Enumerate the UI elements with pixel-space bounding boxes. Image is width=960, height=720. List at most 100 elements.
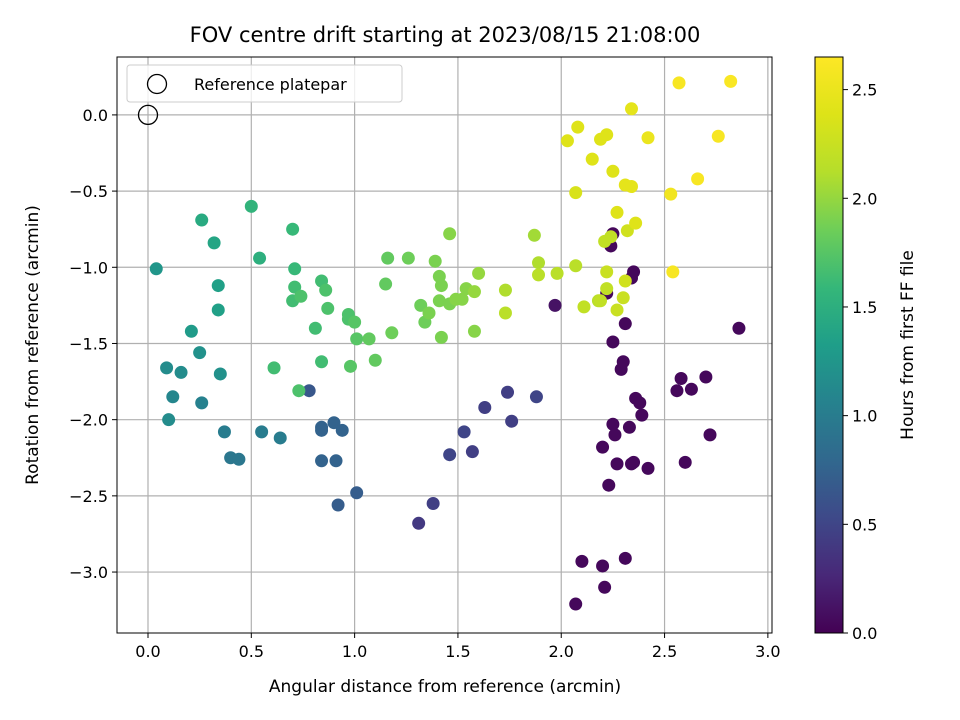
data-point: [699, 370, 713, 384]
y-tick-label: 0.0: [83, 106, 108, 125]
data-point: [327, 416, 341, 430]
x-tick-label: 2.0: [549, 642, 574, 661]
data-point: [381, 251, 395, 265]
colorbar-ticks: 0.0 0.5 1.0 1.5 2.0 2.5: [843, 81, 877, 643]
data-point: [368, 353, 382, 367]
data-point: [455, 292, 469, 306]
x-tick-label: 3.0: [755, 642, 780, 661]
data-point: [379, 277, 393, 291]
data-point: [412, 516, 426, 530]
colorbar: 0.0 0.5 1.0 1.5 2.0 2.5 Hours from first FF f…: [814, 56, 918, 643]
data-point: [527, 228, 541, 242]
data-point: [267, 361, 281, 375]
data-point: [616, 291, 630, 305]
data-point: [505, 414, 519, 428]
data-point: [594, 294, 608, 308]
plot-frame: [116, 56, 773, 634]
data-point: [315, 454, 329, 468]
data-point: [604, 230, 618, 244]
data-point: [616, 355, 630, 369]
data-point: [703, 428, 717, 442]
data-point: [211, 279, 225, 293]
data-point: [674, 372, 688, 386]
x-tick-label: 1.5: [445, 642, 470, 661]
data-point: [273, 431, 287, 445]
data-point: [321, 301, 335, 315]
data-point: [193, 346, 207, 360]
y-tick-label: −0.5: [69, 182, 108, 201]
data-point: [618, 317, 632, 331]
data-point: [478, 400, 492, 414]
colorbar-tick-label: 2.0: [852, 189, 877, 208]
data-point: [422, 306, 436, 320]
data-point: [498, 283, 512, 297]
colorbar-tick-label: 1.5: [852, 298, 877, 317]
data-point: [635, 408, 649, 422]
data-point: [624, 102, 638, 116]
data-point: [207, 236, 221, 250]
data-point: [608, 428, 622, 442]
data-point: [569, 186, 583, 200]
data-point: [629, 216, 643, 230]
data-point: [622, 420, 636, 434]
data-point: [288, 280, 302, 294]
data-point: [315, 423, 329, 437]
data-point: [618, 274, 632, 288]
colorbar-label: Hours from first FF file: [898, 250, 918, 440]
data-point: [606, 164, 620, 178]
data-point: [426, 496, 440, 510]
data-point: [602, 478, 616, 492]
data-point: [610, 205, 624, 219]
data-point: [598, 580, 612, 594]
data-point: [253, 251, 267, 265]
data-point: [575, 554, 589, 568]
data-point: [606, 335, 620, 349]
data-point: [664, 187, 678, 201]
data-point: [620, 224, 634, 238]
data-point: [286, 222, 300, 236]
y-axis-label: Rotation from reference (arcmin): [23, 205, 43, 485]
data-point: [331, 498, 345, 512]
data-point: [443, 448, 457, 462]
data-point: [596, 440, 610, 454]
data-point: [213, 367, 227, 381]
legend-box: [126, 64, 403, 103]
legend-label: Reference platepar: [194, 75, 347, 94]
x-axis-label: Angular distance from reference (arcmin): [269, 677, 621, 697]
data-point: [288, 262, 302, 276]
data-point: [244, 199, 258, 213]
y-tick-label: −1.0: [69, 258, 108, 277]
y-tick-label: −3.0: [69, 563, 108, 582]
data-point: [465, 445, 479, 459]
data-point: [362, 332, 376, 346]
data-point: [434, 279, 448, 293]
data-point: [292, 384, 306, 398]
data-point: [724, 74, 738, 88]
data-point: [585, 152, 599, 166]
y-tick-label: −2.5: [69, 487, 108, 506]
data-point: [569, 259, 583, 273]
colorbar-tick-label: 0.0: [852, 624, 877, 643]
colorbar-tick-label: 0.5: [852, 515, 877, 534]
data-point: [610, 303, 624, 317]
data-point: [414, 298, 428, 312]
data-point: [633, 396, 647, 410]
data-point: [532, 256, 546, 270]
colorbar-gradient: [814, 56, 844, 634]
data-point: [641, 461, 655, 475]
x-tick-label: 2.5: [652, 642, 677, 661]
data-point: [335, 423, 349, 437]
data-point: [529, 390, 543, 404]
data-point: [294, 289, 308, 303]
data-point: [184, 324, 198, 338]
data-point: [498, 306, 512, 320]
legend-marker: [146, 73, 168, 95]
colorbar-tick-label: 2.5: [852, 81, 877, 100]
data-point: [428, 254, 442, 268]
data-point: [432, 294, 446, 308]
data-point: [467, 324, 481, 338]
x-axis-ticks: 0.0 0.5 1.0 1.5 2.0 2.5 3.0: [135, 633, 781, 661]
data-point: [308, 321, 322, 335]
data-point: [691, 172, 705, 186]
data-point: [577, 300, 591, 314]
